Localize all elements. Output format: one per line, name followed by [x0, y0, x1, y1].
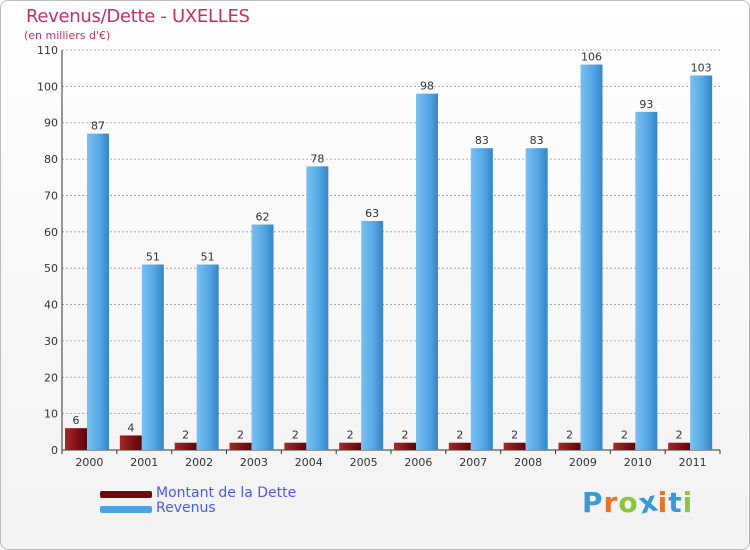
y-tick-label: 10 — [44, 408, 58, 421]
bar-revenus-2006 — [416, 93, 438, 451]
proxiti-logo: Proxiti — [582, 484, 694, 520]
logo-letter: t — [668, 486, 683, 519]
data-label-debt-2003: 2 — [237, 429, 244, 442]
legend-label-debt: Montant de la Dette — [156, 485, 297, 501]
logo-letter: r — [603, 486, 619, 519]
bar-debt-2003 — [229, 442, 252, 450]
data-label-revenus-2000: 87 — [91, 120, 105, 133]
data-label-revenus-2008: 83 — [530, 134, 544, 147]
data-label-revenus-2004: 78 — [310, 152, 324, 165]
chart-title: Revenus/Dette - UXELLES — [26, 6, 250, 27]
y-tick-label: 110 — [37, 44, 58, 57]
data-label-debt-2007: 2 — [456, 429, 463, 442]
bar-revenus-2010 — [635, 111, 658, 451]
y-tick-label: 80 — [44, 153, 58, 166]
data-label-revenus-2003: 62 — [256, 211, 270, 224]
bar-debt-2000 — [65, 428, 87, 450]
legend-swatch-debt — [100, 491, 152, 498]
x-tick-label-2005: 2005 — [350, 456, 378, 469]
data-label-debt-2005: 2 — [347, 429, 354, 442]
x-tick-label-2009: 2009 — [569, 456, 597, 469]
data-label-debt-2011: 2 — [676, 429, 683, 442]
logo-letter: P — [582, 486, 604, 519]
y-tick-label: 40 — [44, 299, 58, 312]
logo-letter: i — [657, 486, 669, 519]
bar-debt-2004 — [284, 442, 307, 450]
chart-subtitle: (en milliers d'€) — [24, 29, 111, 42]
x-tick-label-2001: 2001 — [130, 456, 158, 469]
data-label-revenus-2006: 98 — [420, 80, 434, 93]
data-label-revenus-2007: 83 — [475, 134, 489, 147]
axis-layer: 0 10 20 30 40 50 60 70 80 90 100 110 2000 2001 2002 200… — [37, 44, 721, 469]
y-tick-label: 100 — [37, 80, 58, 93]
data-label-debt-2001: 4 — [127, 421, 134, 434]
data-label-debt-2009: 2 — [566, 429, 573, 442]
x-tick-label-2007: 2007 — [459, 456, 487, 469]
bar-debt-2010 — [613, 442, 636, 450]
bar-revenus-2007 — [470, 148, 493, 450]
bar-revenus-2009 — [580, 64, 603, 450]
logo-letter: o — [618, 486, 639, 519]
bar-debt-2008 — [503, 442, 526, 450]
bar-revenus-2008 — [525, 148, 548, 450]
x-tick-label-2003: 2003 — [240, 456, 268, 469]
data-label-debt-2000: 6 — [73, 414, 80, 427]
y-tick-label: 30 — [44, 335, 58, 348]
y-tick-label: 70 — [44, 189, 58, 202]
x-tick-label-2000: 2000 — [75, 456, 103, 469]
data-label-revenus-2005: 63 — [365, 207, 379, 220]
grid-layer — [62, 49, 720, 415]
bar-revenus-2000 — [87, 133, 109, 451]
y-tick-label: 60 — [44, 226, 58, 239]
y-tick-label: 20 — [44, 371, 58, 384]
bar-debt-2002 — [174, 442, 197, 450]
x-tick-label-2004: 2004 — [295, 456, 323, 469]
labels-layer: 6 87 4 51 2 51 2 62 2 78 2 63 2 98 2 83 2 83 2 106 2 93 2 103 — [73, 51, 712, 442]
y-tick-label: 0 — [51, 444, 58, 457]
bars-layer — [65, 64, 713, 451]
x-tick-label-2002: 2002 — [185, 456, 213, 469]
data-label-debt-2006: 2 — [402, 429, 409, 442]
data-label-revenus-2001: 51 — [146, 251, 160, 264]
bar-revenus-2002 — [196, 264, 219, 450]
data-label-revenus-2011: 103 — [691, 61, 712, 74]
bar-revenus-2005 — [361, 220, 384, 450]
data-label-revenus-2002: 51 — [201, 251, 215, 264]
data-label-debt-2010: 2 — [621, 429, 628, 442]
bar-revenus-2001 — [141, 264, 164, 450]
y-tick-label: 50 — [44, 262, 58, 275]
legend-swatch-revenus — [100, 506, 152, 513]
bar-debt-2009 — [558, 442, 581, 450]
legend-label-revenus: Revenus — [156, 500, 216, 516]
x-tick-label-2011: 2011 — [679, 456, 707, 469]
x-tick-label-2008: 2008 — [514, 456, 542, 469]
bar-revenus-2004 — [306, 166, 329, 450]
data-label-debt-2008: 2 — [511, 429, 518, 442]
bar-revenus-2003 — [251, 224, 274, 450]
bar-debt-2001 — [119, 435, 142, 450]
bar-debt-2011 — [668, 442, 691, 450]
data-label-revenus-2009: 106 — [581, 51, 602, 64]
data-label-revenus-2010: 93 — [639, 98, 653, 111]
data-label-debt-2002: 2 — [182, 429, 189, 442]
bar-revenus-2011 — [690, 75, 713, 451]
bar-debt-2005 — [339, 442, 362, 450]
x-tick-label-2010: 2010 — [624, 456, 652, 469]
logo-letter: i — [682, 486, 694, 519]
y-tick-label: 90 — [44, 117, 58, 130]
x-tick-label-2006: 2006 — [404, 456, 432, 469]
data-label-debt-2004: 2 — [292, 429, 299, 442]
bar-debt-2006 — [394, 442, 416, 450]
bar-debt-2007 — [448, 442, 471, 450]
